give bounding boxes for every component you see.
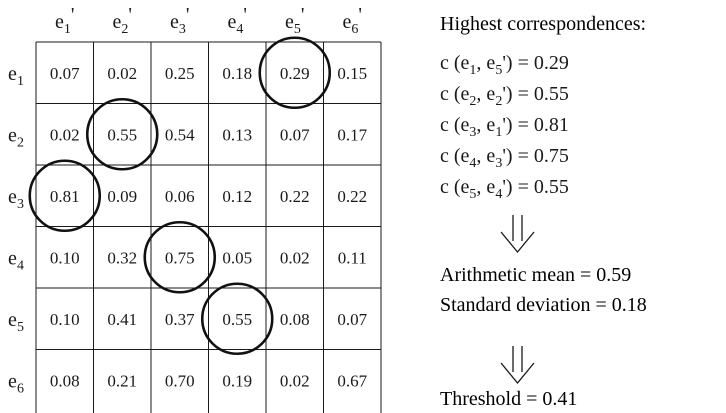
column-header: e2'	[113, 4, 133, 37]
matrix-cell: 0.18	[222, 64, 252, 83]
matrix-cell: 0.25	[165, 64, 195, 83]
highlight-circle	[200, 282, 274, 356]
correspondence-item: c (e4, e3') = 0.75	[440, 145, 569, 171]
column-header: e3'	[170, 4, 190, 37]
matrix-cell: 0.02	[107, 64, 137, 83]
highlight-circle	[28, 159, 102, 233]
matrix-cells: 0.07 0.02 0.25 0.18 0.29 0.15 0.02 0.55 0.54 0.13…	[50, 64, 368, 391]
column-header: e6'	[343, 4, 363, 37]
correspondence-item: c (e5, e4') = 0.55	[440, 176, 569, 202]
matrix-cell: 0.29	[280, 64, 310, 83]
matrix-cell: 0.10	[50, 248, 80, 267]
side-panel: Highest correspondences: c (e1, e5') = 0…	[440, 13, 647, 410]
matrix-cell: 0.08	[50, 371, 80, 390]
down-arrow-icon	[500, 215, 535, 254]
correspondence-item: c (e2, e2') = 0.55	[440, 83, 569, 109]
side-title: Highest correspondences:	[440, 13, 646, 35]
matrix-cell: 0.54	[165, 125, 195, 144]
correspondence-item: c (e1, e5') = 0.29	[440, 52, 569, 78]
row-header: e3	[8, 186, 24, 212]
down-arrow-icon	[500, 346, 535, 385]
matrix-cell: 0.07	[50, 64, 80, 83]
correspondence-item: c (e3, e1') = 0.81	[440, 114, 569, 140]
matrix-grid	[35, 41, 382, 413]
matrix-cell: 0.22	[280, 187, 310, 206]
matrix-cell: 0.55	[107, 125, 137, 144]
arithmetic-mean: Arithmetic mean = 0.59	[440, 264, 631, 286]
matrix-cell: 0.13	[222, 125, 252, 144]
matrix-cell: 0.11	[338, 248, 367, 267]
matrix-cell: 0.22	[337, 187, 367, 206]
threshold: Threshold = 0.41	[440, 388, 577, 410]
matrix-cell: 0.08	[280, 310, 310, 329]
matrix-cell: 0.37	[165, 310, 195, 329]
matrix-cell: 0.07	[280, 125, 310, 144]
standard-deviation: Standard deviation = 0.18	[440, 294, 647, 316]
matrix-cell: 0.06	[165, 187, 195, 206]
matrix-cell: 0.81	[50, 187, 80, 206]
column-header: e4'	[228, 4, 248, 37]
matrix-cell: 0.17	[337, 125, 367, 144]
row-headers: e1 e2 e3 e4 e5 e6	[8, 63, 24, 397]
matrix-cell: 0.19	[222, 371, 252, 390]
matrix-cell: 0.67	[337, 371, 367, 390]
highlight-circle	[85, 97, 159, 171]
matrix-cell: 0.05	[222, 248, 252, 267]
column-header: e1'	[55, 4, 75, 37]
row-header: e4	[8, 247, 24, 273]
matrix-cell: 0.55	[222, 310, 252, 329]
highlight-circles	[28, 36, 332, 356]
column-headers: e1' e2' e3' e4' e5' e6'	[55, 4, 362, 37]
correspondence-list: c (e1, e5') = 0.29 c (e2, e2') = 0.55 c (e…	[440, 52, 569, 202]
matrix-cell: 0.02	[280, 371, 310, 390]
matrix-cell: 0.10	[50, 310, 80, 329]
matrix-cell: 0.70	[165, 371, 195, 390]
matrix-cell: 0.41	[107, 310, 137, 329]
matrix-cell: 0.02	[50, 125, 80, 144]
matrix-cell: 0.32	[107, 248, 137, 267]
matrix-cell: 0.15	[337, 64, 367, 83]
matrix-cell: 0.75	[165, 248, 195, 267]
row-header: e2	[8, 124, 24, 150]
highlight-circle	[258, 36, 332, 110]
highlight-circle	[143, 220, 217, 294]
row-header: e6	[8, 370, 24, 396]
row-header: e5	[8, 309, 24, 335]
matrix-cell: 0.12	[222, 187, 252, 206]
column-header: e5'	[285, 4, 305, 37]
matrix-cell: 0.07	[337, 310, 367, 329]
matrix-cell: 0.21	[107, 371, 137, 390]
matrix-cell: 0.09	[107, 187, 137, 206]
matrix-cell: 0.02	[280, 248, 310, 267]
row-header: e1	[8, 63, 24, 89]
